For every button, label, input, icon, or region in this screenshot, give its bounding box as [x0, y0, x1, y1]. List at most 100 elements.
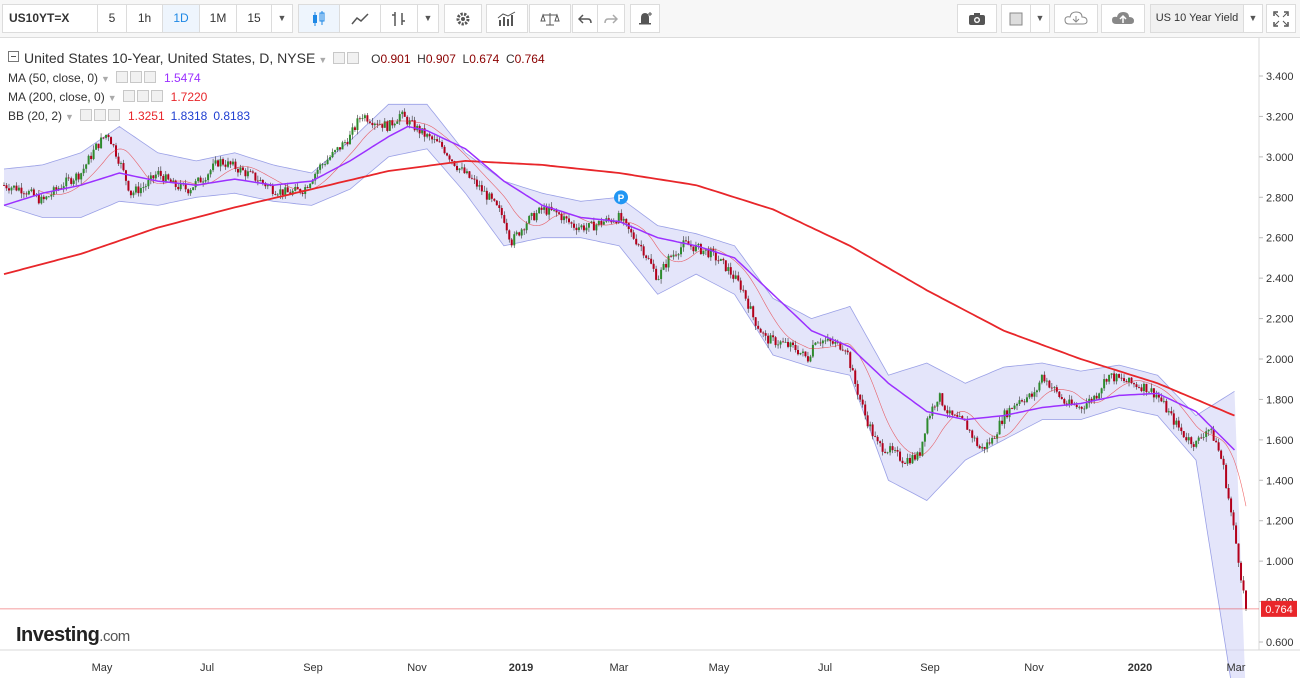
- title-menu-caret[interactable]: ▼: [318, 55, 328, 65]
- ma200-hide-icon[interactable]: [136, 90, 149, 102]
- cloud-download-icon: [1064, 10, 1088, 24]
- candle-body: [1025, 397, 1028, 402]
- candle-body: [37, 194, 40, 204]
- ma50-menu-caret[interactable]: ▼: [101, 74, 110, 84]
- chart-type-dropdown-button[interactable]: ▼: [417, 4, 439, 33]
- candle-body: [874, 436, 877, 437]
- interval-5-button[interactable]: 5: [97, 4, 127, 33]
- symbol-input[interactable]: US10YT=X: [2, 4, 98, 33]
- candle-body: [839, 342, 842, 350]
- candle-body: [1230, 498, 1233, 513]
- candle-body: [612, 221, 615, 223]
- cloud-save-button[interactable]: [1101, 4, 1145, 33]
- candle-body: [1202, 436, 1205, 438]
- expand-button[interactable]: [1266, 4, 1296, 33]
- candle-body: [1100, 388, 1103, 394]
- candle-body: [179, 183, 182, 190]
- ma200-remove-icon[interactable]: [150, 90, 163, 102]
- interval-15-button[interactable]: 15: [236, 4, 272, 33]
- collapse-legend-button[interactable]: [8, 51, 19, 62]
- candle-body: [672, 254, 675, 257]
- alert-button[interactable]: [630, 4, 660, 33]
- compare-button[interactable]: [529, 4, 571, 33]
- indicators-button[interactable]: [486, 4, 528, 33]
- candle-body: [931, 406, 934, 416]
- candle-body: [996, 434, 999, 439]
- candle-body: [602, 221, 605, 225]
- candle-body: [1118, 374, 1121, 378]
- ma50-legend-name: MA (50, close, 0): [8, 71, 99, 85]
- annotation-marker[interactable]: [614, 190, 628, 205]
- bb-remove-icon[interactable]: [107, 109, 120, 121]
- candle-body: [1162, 400, 1165, 402]
- ma200-menu-caret[interactable]: ▼: [107, 93, 117, 103]
- price-chart[interactable]: 3.400 3.200 3.000 2.800 2.600 2.400 2.200 2.000…: [0, 38, 1300, 683]
- candle-body: [879, 441, 882, 444]
- candle-body: [406, 116, 409, 125]
- candle-body: [259, 179, 262, 182]
- candle-body: [1045, 380, 1048, 382]
- cloud-load-button[interactable]: [1054, 4, 1098, 33]
- candle-body: [1165, 400, 1168, 413]
- candle-body: [3, 185, 5, 186]
- high-value: 0.907: [425, 52, 456, 66]
- candle-body: [667, 255, 670, 268]
- ma200-settings-icon[interactable]: [122, 90, 135, 102]
- candle-body: [403, 111, 406, 117]
- chart-area[interactable]: 3.400 3.200 3.000 2.800 2.600 2.400 2.200 2.000…: [0, 38, 1300, 683]
- candle-body: [299, 189, 302, 193]
- candle-body: [162, 175, 165, 182]
- interval-1m-button[interactable]: 1M: [199, 4, 237, 33]
- candle-body: [747, 298, 750, 309]
- bb-hide-icon[interactable]: [93, 109, 106, 121]
- interval-dropdown-button[interactable]: ▼: [271, 4, 293, 33]
- candle-body: [329, 157, 332, 160]
- candle-body: [1190, 437, 1193, 445]
- eye-mini-icon[interactable]: [347, 52, 360, 64]
- symbol-selector[interactable]: US 10 Year Yield: [1150, 4, 1244, 33]
- candle-body: [617, 212, 620, 224]
- ma50-hide-icon[interactable]: [129, 71, 142, 83]
- candle-body: [1008, 407, 1011, 418]
- bb-menu-caret[interactable]: ▼: [65, 112, 74, 122]
- ma50-value: 1.5474: [163, 71, 201, 85]
- candle-body: [540, 207, 543, 210]
- candle-body: [981, 446, 984, 449]
- candle-body: [851, 368, 854, 371]
- candle-body: [518, 232, 521, 236]
- undo-button[interactable]: [572, 4, 598, 33]
- candle-body: [438, 141, 441, 143]
- candlestick-type-button[interactable]: [298, 4, 340, 33]
- candle-body: [102, 137, 105, 139]
- candle-body: [485, 190, 488, 200]
- screenshot-button[interactable]: [957, 4, 997, 33]
- bb-settings-icon[interactable]: [79, 109, 92, 121]
- candle-body: [739, 280, 742, 290]
- layout-dropdown-button[interactable]: ▼: [1030, 4, 1050, 33]
- candle-body: [204, 180, 207, 182]
- redo-button[interactable]: [597, 4, 625, 33]
- interval-1d-button[interactable]: 1D: [162, 4, 200, 33]
- candle-body: [660, 269, 663, 279]
- settings-button[interactable]: [444, 4, 482, 33]
- candle-body: [1085, 403, 1088, 409]
- candle-body: [1105, 379, 1108, 382]
- candle-body: [921, 441, 924, 456]
- settings-mini-icon[interactable]: [333, 52, 346, 64]
- ma50-settings-icon[interactable]: [115, 71, 128, 83]
- candle-body: [115, 145, 118, 157]
- ma50-remove-icon[interactable]: [143, 71, 156, 83]
- candle-body: [117, 156, 120, 164]
- symbol-selector-dropdown[interactable]: ▼: [1243, 4, 1263, 33]
- candle-body: [50, 194, 53, 197]
- candle-body: [85, 164, 88, 169]
- chart-legend-title: United States 10-Year, United States, D,…: [8, 50, 545, 66]
- interval-1h-button[interactable]: 1h: [126, 4, 163, 33]
- line-type-button[interactable]: [339, 4, 381, 33]
- fullscreen-toggle-button[interactable]: [1001, 4, 1031, 33]
- candle-body: [105, 134, 108, 138]
- candle-body: [408, 120, 411, 125]
- candle-body: [251, 171, 254, 173]
- candle-body: [5, 185, 8, 189]
- bar-type-button[interactable]: [380, 4, 418, 33]
